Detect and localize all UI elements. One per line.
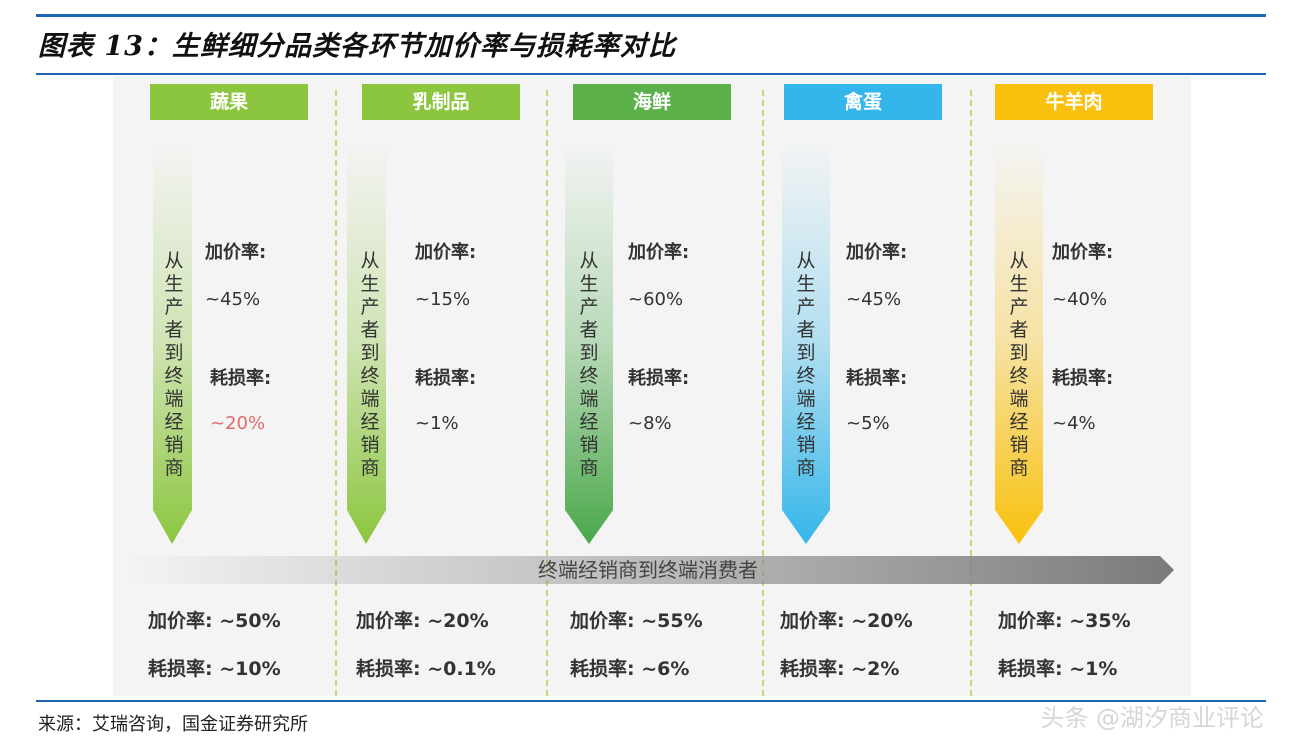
markup-value: ~40% bbox=[1052, 289, 1108, 310]
category-column-poultry-eggs: 禽蛋 从生产者到终端经销商 加价率: ~45% 耗损率: ~5% bbox=[782, 0, 994, 696]
category-column-dairy: 乳制品 从生产者到终端经销商 加价率: ~15% 耗损率: ~1% bbox=[347, 0, 572, 696]
loss-label: 耗损率: bbox=[1052, 368, 1114, 389]
arrow-right-icon bbox=[120, 556, 1174, 584]
loss-label: 耗损率: bbox=[628, 368, 690, 389]
category-tag: 牛羊肉 bbox=[995, 84, 1153, 120]
markup-label: 加价率: bbox=[415, 242, 477, 263]
loss-label: 耗损率: bbox=[846, 368, 908, 389]
bottom-markup: 加价率: ~55% bbox=[570, 610, 703, 632]
watermark: 头条 @湖汐商业评论 bbox=[1040, 704, 1264, 732]
arrow-down-icon bbox=[153, 140, 192, 544]
category-tag: 蔬果 bbox=[150, 84, 308, 120]
markup-value: ~60% bbox=[628, 289, 684, 310]
markup-value: ~45% bbox=[846, 289, 902, 310]
markup-label: 加价率: bbox=[628, 242, 690, 263]
vertical-label: 从生产者到终端经销商 bbox=[579, 250, 599, 479]
column-divider bbox=[970, 90, 972, 696]
figure-title: 图表 13：生鲜细分品类各环节加价率与损耗率对比 bbox=[38, 31, 676, 62]
category-column-seafood: 海鲜 从生产者到终端经销商 加价率: ~60% 耗损率: ~8% bbox=[565, 0, 783, 696]
markup-label: 加价率: bbox=[846, 242, 908, 263]
title-rule bbox=[36, 73, 1266, 75]
loss-value: ~1% bbox=[415, 413, 459, 434]
bottom-loss: 耗损率: ~1% bbox=[998, 658, 1118, 680]
column-divider bbox=[762, 90, 764, 696]
bottom-markup: 加价率: ~50% bbox=[148, 610, 281, 632]
loss-value: ~4% bbox=[1052, 413, 1096, 434]
loss-value: ~8% bbox=[628, 413, 672, 434]
markup-value: ~45% bbox=[205, 289, 261, 310]
arrow-down-icon bbox=[347, 140, 386, 544]
arrow-down-icon bbox=[995, 140, 1043, 544]
vertical-label: 从生产者到终端经销商 bbox=[1009, 250, 1029, 479]
banner-label: 终端经销商到终端消费者 bbox=[538, 558, 758, 582]
markup-value: ~15% bbox=[415, 289, 471, 310]
column-divider bbox=[335, 90, 337, 696]
consumer-stage-banner: 终端经销商到终端消费者 bbox=[120, 556, 1176, 584]
loss-value: ~5% bbox=[846, 413, 890, 434]
arrow-down-icon bbox=[782, 140, 830, 544]
loss-label: 耗损率: bbox=[210, 368, 272, 389]
vertical-label: 从生产者到终端经销商 bbox=[796, 250, 816, 479]
category-tag: 禽蛋 bbox=[784, 84, 942, 120]
arrow-down-icon bbox=[565, 140, 613, 544]
bottom-loss: 耗损率: ~6% bbox=[570, 658, 690, 680]
bottom-loss: 耗损率: ~2% bbox=[780, 658, 900, 680]
loss-value: ~20% bbox=[210, 413, 266, 434]
vertical-label: 从生产者到终端经销商 bbox=[164, 250, 184, 479]
category-tag: 乳制品 bbox=[362, 84, 520, 120]
column-divider bbox=[546, 90, 548, 696]
top-rule bbox=[36, 14, 1266, 17]
category-tag: 海鲜 bbox=[573, 84, 731, 120]
bottom-markup: 加价率: ~35% bbox=[998, 610, 1131, 632]
bottom-markup: 加价率: ~20% bbox=[780, 610, 913, 632]
source-note: 来源：艾瑞咨询，国金证券研究所 bbox=[38, 714, 308, 735]
markup-label: 加价率: bbox=[205, 242, 267, 263]
category-column-vegetables-fruits: 蔬果 从生产者到终端经销商 加价率: ~45% 耗损率: ~20% bbox=[150, 0, 360, 696]
bottom-loss: 耗损率: ~10% bbox=[148, 658, 281, 680]
footer-rule bbox=[36, 700, 1266, 702]
vertical-label: 从生产者到终端经销商 bbox=[360, 250, 380, 479]
category-column-beef-mutton: 牛羊肉 从生产者到终端经销商 加价率: ~40% 耗损率: ~4% bbox=[995, 0, 1205, 696]
bottom-loss: 耗损率: ~0.1% bbox=[356, 658, 496, 680]
loss-label: 耗损率: bbox=[415, 368, 477, 389]
bottom-markup: 加价率: ~20% bbox=[356, 610, 489, 632]
markup-label: 加价率: bbox=[1052, 242, 1114, 263]
